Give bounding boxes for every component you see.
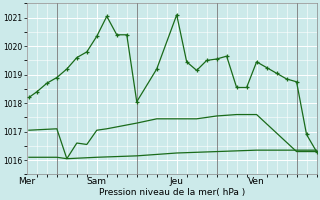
X-axis label: Pression niveau de la mer( hPa ): Pression niveau de la mer( hPa ) bbox=[99, 188, 245, 197]
